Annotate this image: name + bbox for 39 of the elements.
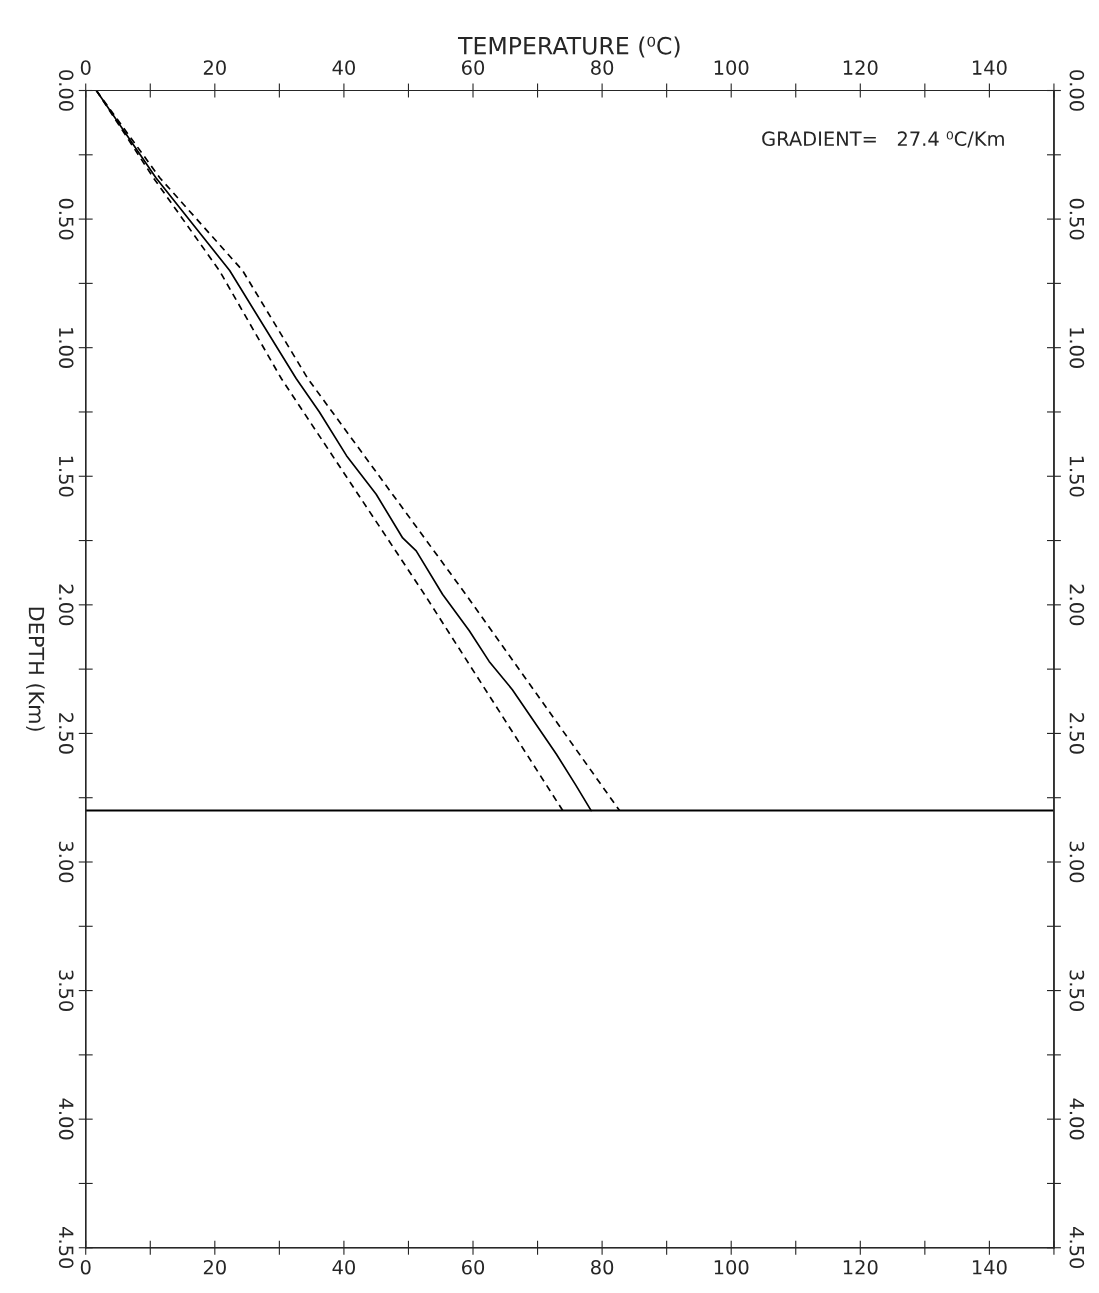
y-tick-label: 1.50: [58, 456, 74, 497]
x2-tick-label: 120: [843, 60, 878, 75]
x-tick-label: 20: [203, 1259, 226, 1275]
x2-tick-label: 100: [714, 60, 749, 75]
x-tick-label: 60: [462, 1259, 485, 1275]
x2-tick-label: 0: [80, 60, 91, 75]
y2-tick-label: 4.00: [1069, 1098, 1085, 1140]
y-tick-label: 2.50: [58, 713, 74, 754]
y2-tick-label: 3.50: [1069, 970, 1085, 1011]
x2-tick-label: 40: [332, 60, 355, 75]
y2-tick-label: 0.00: [1069, 70, 1085, 111]
x-tick-label: 120: [843, 1259, 878, 1275]
y2-tick-label: 0.50: [1069, 198, 1085, 240]
y2-tick-label: 1.00: [1069, 328, 1085, 369]
y-axis-title: DEPTH (Km): [26, 607, 45, 731]
y-tick-label: 1.00: [58, 328, 74, 369]
x-tick-label: 80: [591, 1259, 614, 1275]
x2-tick-label: 60: [462, 60, 485, 75]
y2-tick-label: 3.00: [1069, 841, 1085, 883]
x2-tick-label: 80: [591, 60, 614, 75]
x2-tick-label: 140: [972, 60, 1007, 75]
y-tick-label: 2.00: [58, 584, 74, 626]
y2-tick-label: 4.50: [1069, 1227, 1085, 1269]
x-tick-label: 0: [80, 1259, 91, 1275]
y-tick-label: 0.00: [58, 70, 74, 111]
y-tick-label: 3.00: [58, 841, 74, 883]
x2-tick-label: 20: [203, 60, 226, 75]
x-tick-label: 100: [714, 1259, 749, 1275]
y2-tick-label: 1.50: [1069, 456, 1085, 497]
y-tick-label: 4.00: [58, 1098, 74, 1140]
x-tick-label: 40: [332, 1259, 355, 1275]
y2-tick-label: 2.00: [1069, 584, 1085, 626]
y-tick-label: 0.50: [58, 198, 74, 240]
y-tick-label: 3.50: [58, 970, 74, 1011]
y2-tick-label: 2.50: [1069, 713, 1085, 754]
annotation: GRADIENT= 27.4 ⁰C/Km: [762, 131, 1004, 148]
x-tick-label: 140: [972, 1259, 1007, 1275]
y-tick-label: 4.50: [58, 1227, 74, 1269]
x2-axis-title: TEMPERATURE (⁰C): [457, 36, 680, 58]
